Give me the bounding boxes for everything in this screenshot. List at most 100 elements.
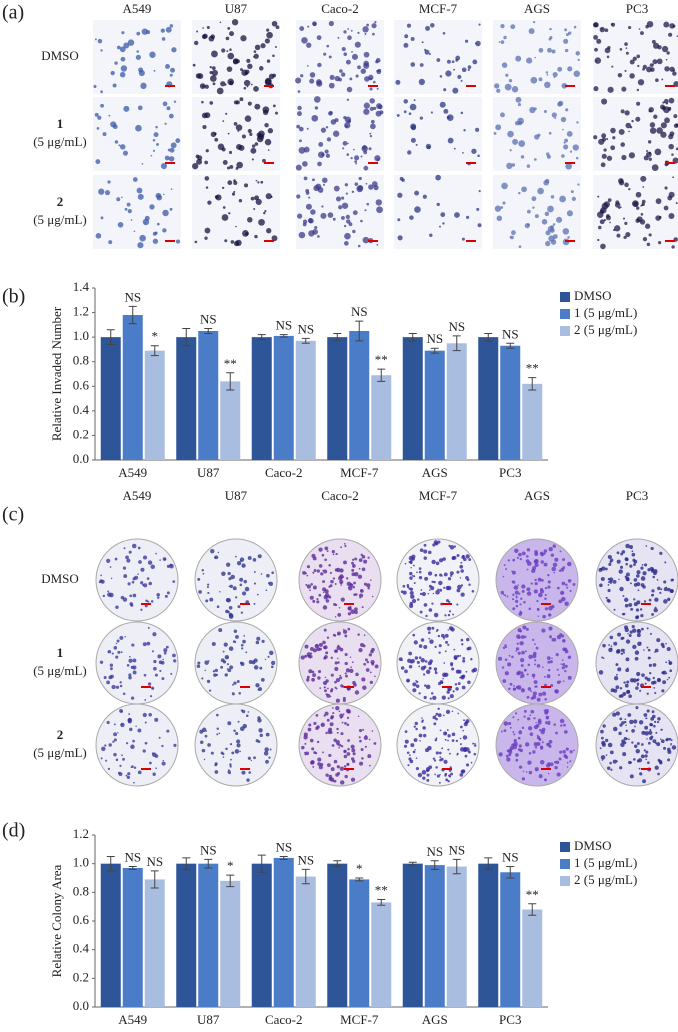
- cell: [567, 236, 570, 239]
- cell: [369, 87, 373, 91]
- colony: [304, 654, 308, 658]
- colony: [527, 663, 531, 667]
- colony: [559, 633, 563, 636]
- cell: [430, 111, 433, 114]
- colony: [339, 766, 345, 771]
- cell: [647, 140, 652, 144]
- colony: [625, 543, 630, 549]
- colony: [433, 580, 436, 584]
- colony: [520, 664, 524, 667]
- colony: [419, 548, 424, 553]
- cell: [264, 138, 272, 146]
- colony: [536, 607, 540, 611]
- colony: [307, 727, 312, 732]
- colony: [125, 555, 129, 560]
- colony: [146, 641, 151, 646]
- colony: [668, 659, 670, 662]
- colony: [566, 586, 569, 589]
- cell: [344, 241, 349, 246]
- column-label: MCF-7: [419, 488, 458, 503]
- colony: [561, 659, 564, 661]
- cell: [409, 215, 414, 220]
- colony: [522, 688, 524, 691]
- cell: [314, 225, 318, 230]
- colony: [309, 589, 311, 592]
- error-bar: [484, 857, 493, 870]
- colony: [325, 773, 329, 777]
- colony: [459, 737, 462, 740]
- cell: [275, 25, 280, 30]
- colony: [225, 609, 229, 614]
- colony: [335, 706, 340, 711]
- colony: [668, 676, 671, 679]
- colony: [619, 586, 624, 592]
- colony: [461, 674, 466, 678]
- colony: [643, 713, 648, 717]
- colony: [227, 571, 231, 576]
- colony: [569, 760, 572, 763]
- colony: [338, 576, 343, 581]
- cell: [244, 115, 252, 122]
- colony: [536, 664, 541, 668]
- colony: [645, 750, 649, 754]
- colony: [358, 593, 364, 598]
- cell: [347, 28, 350, 30]
- colony: [670, 742, 673, 745]
- colony: [353, 581, 356, 585]
- colony: [317, 762, 321, 766]
- colony: [599, 747, 602, 750]
- bar: [522, 909, 543, 1007]
- colony: [644, 676, 648, 680]
- colony: [305, 751, 310, 756]
- colony: [562, 558, 565, 562]
- colony: [322, 591, 325, 594]
- cell: [453, 68, 456, 71]
- colony: [248, 659, 253, 664]
- colony: [519, 748, 523, 753]
- cell: [196, 30, 199, 33]
- colony: [447, 779, 450, 783]
- colony: [643, 749, 646, 752]
- cell: [625, 231, 631, 238]
- micrograph: [394, 97, 482, 171]
- cell: [653, 42, 660, 49]
- colony: [373, 742, 377, 745]
- colony: [124, 636, 126, 638]
- cell: [231, 192, 236, 196]
- cell: [407, 150, 412, 155]
- cell: [222, 160, 228, 165]
- colony: [670, 739, 673, 742]
- cell: [475, 40, 481, 47]
- cell: [163, 193, 165, 196]
- cell: [620, 142, 626, 147]
- colony: [503, 729, 507, 733]
- colony: [318, 547, 323, 552]
- colony: [463, 719, 465, 722]
- cell: [463, 129, 466, 132]
- colony: [346, 723, 350, 727]
- cell: [648, 151, 652, 155]
- cell: [97, 38, 103, 44]
- cell: [376, 206, 383, 214]
- colony: [520, 611, 523, 614]
- colony: [431, 559, 436, 565]
- cell: [671, 245, 675, 249]
- cell: [672, 71, 677, 76]
- cell: [205, 149, 209, 153]
- colony: [128, 658, 133, 663]
- colony: [451, 732, 456, 737]
- colony: [340, 716, 343, 719]
- colony: [113, 752, 117, 757]
- colony: [647, 648, 651, 652]
- cell: [247, 216, 253, 223]
- colony: [336, 645, 341, 651]
- cell: [372, 80, 376, 84]
- error-bar: [106, 329, 115, 346]
- colony: [521, 551, 526, 556]
- colony: [358, 558, 363, 562]
- colony: [515, 595, 518, 598]
- cell: [235, 225, 237, 228]
- colony: [555, 653, 559, 657]
- cell: [156, 142, 159, 146]
- colony: [111, 684, 116, 690]
